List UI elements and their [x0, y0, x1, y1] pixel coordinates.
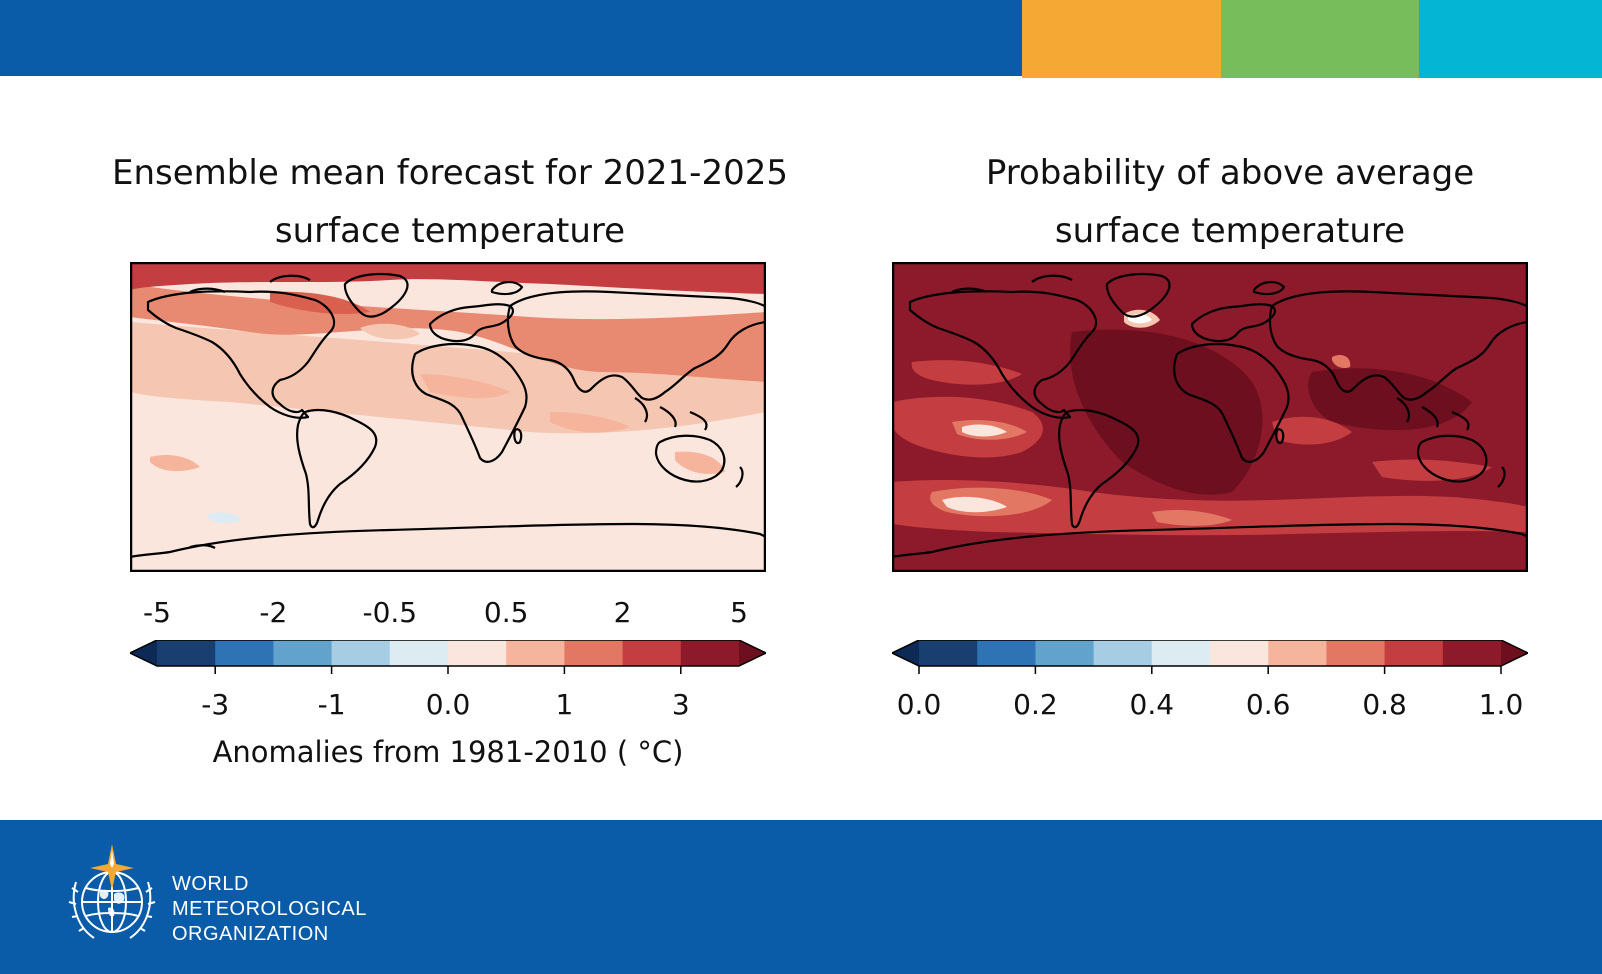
left-colorbar-bin [331, 640, 391, 666]
right-colorbar-bin [1268, 640, 1327, 666]
right-colorbar-bin [919, 640, 978, 666]
right-colorbar-tick-label: 0.4 [1129, 688, 1175, 721]
left-colorbar-top-tick-label: -5 [143, 596, 171, 629]
top-bar-green-segment [1221, 0, 1419, 78]
left-colorbar-bottom-tick-label: 1 [555, 688, 574, 721]
top-color-bar [0, 0, 1602, 80]
left-colorbar-extend-high [739, 640, 766, 666]
left-colorbar-bin [215, 640, 274, 666]
left-colorbar-extend-low [130, 640, 157, 666]
right-colorbar-bin [1442, 640, 1502, 666]
right-map-title-line1: Probability of above average [985, 153, 1475, 193]
right-colorbar-bin [1035, 640, 1095, 666]
left-colorbar-bin [273, 640, 333, 666]
left-colorbar-bottom-tick-label: 0.0 [425, 688, 471, 721]
right-colorbar-extend-high [1501, 640, 1528, 666]
left-forecast-map [130, 262, 766, 572]
right-map-frame [892, 262, 1528, 572]
left-colorbar-bin [622, 640, 682, 666]
left-map-frame [130, 262, 766, 572]
right-colorbar-bins [919, 640, 1502, 666]
right-colorbar [892, 640, 1528, 674]
wmo-logo-icon [68, 844, 156, 939]
right-colorbar-tick-label: 0.8 [1362, 688, 1407, 721]
org-name-line1: WORLD [172, 873, 249, 895]
left-colorbar-bottom-tick-label: -1 [317, 688, 346, 721]
footer-bar [0, 820, 1602, 974]
right-map-title-line2: surface temperature [1054, 211, 1406, 251]
left-colorbar-bottom-tick-label: 3 [671, 688, 690, 721]
right-colorbar-tick-label: 0.0 [896, 688, 942, 721]
right-colorbar-tick-label: 1.0 [1478, 688, 1524, 721]
top-bar-cyan-segment [1419, 0, 1602, 78]
top-bar-orange-segment [1022, 0, 1221, 78]
left-colorbar-bin [448, 640, 507, 666]
left-colorbar-caption: Anomalies from 1981-2010 ( °C) [212, 735, 684, 769]
right-colorbar-bin [1210, 640, 1269, 666]
left-colorbar-top-tick-label: 5 [730, 596, 748, 629]
right-probability-map [892, 262, 1528, 572]
org-name-line3: ORGANIZATION [172, 923, 329, 945]
right-colorbar-bin [1326, 640, 1386, 666]
org-name-line2: METEOROLOGICAL [172, 898, 367, 920]
left-map-title-line1: Ensemble mean forecast for 2021-2025 [112, 153, 788, 193]
wmo-organization-name: WORLD METEOROLOGICAL ORGANIZATION [172, 872, 367, 947]
right-colorbar-bin [1093, 640, 1153, 666]
right-colorbar-extend-low [892, 640, 919, 666]
left-colorbar-top-tick-label: 0.5 [483, 596, 529, 629]
right-map-title: Probability of above average surface tem… [860, 144, 1600, 260]
left-map-title-line2: surface temperature [274, 211, 626, 251]
left-colorbar-top-tick-label: -0.5 [362, 596, 418, 629]
left-colorbar-bins [157, 640, 740, 666]
top-bar-blue-segment [0, 0, 1022, 76]
left-colorbar-top-tick-label: 2 [613, 596, 632, 629]
left-colorbar-bin [157, 640, 216, 666]
right-colorbar-bin [977, 640, 1036, 666]
right-colorbar-tick-label: 0.6 [1245, 688, 1291, 721]
right-colorbar-bin [1151, 640, 1211, 666]
left-colorbar-bin [506, 640, 565, 666]
left-colorbar-bottom-tick-label: -3 [201, 688, 230, 721]
left-map-title: Ensemble mean forecast for 2021-2025 sur… [40, 144, 860, 260]
right-colorbar-bin [1384, 640, 1444, 666]
left-colorbar-bin [564, 640, 624, 666]
left-colorbar-top-tick-label: -2 [259, 596, 288, 629]
left-colorbar-bin [680, 640, 740, 666]
left-colorbar-bin [389, 640, 449, 666]
right-colorbar-tick-label: 0.2 [1013, 688, 1058, 721]
left-colorbar [130, 640, 766, 674]
